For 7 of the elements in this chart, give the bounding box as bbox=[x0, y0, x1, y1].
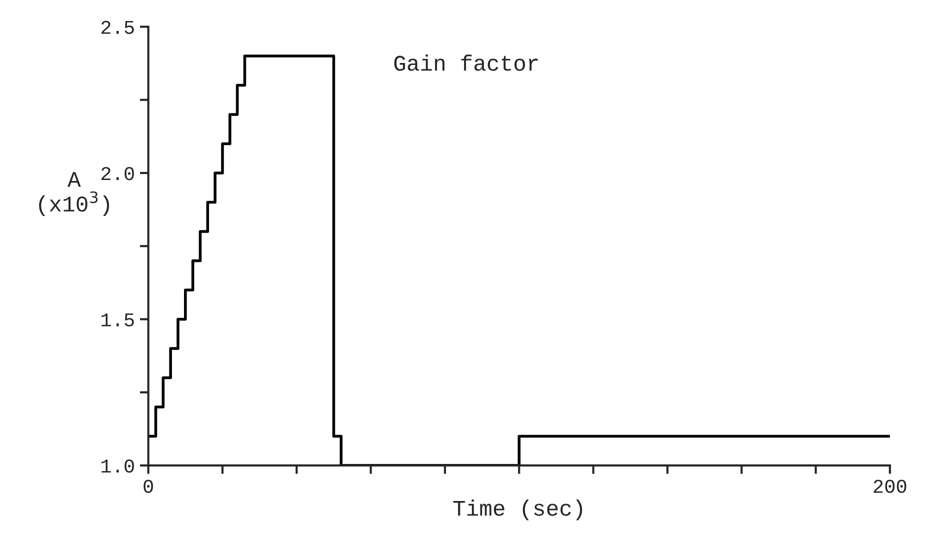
annotation: Gain factor bbox=[394, 54, 538, 71]
y-tick-label: 1.0 bbox=[102, 459, 134, 473]
y-tick-label: 2.5 bbox=[101, 20, 134, 34]
x-axis-title: Time (sec) bbox=[453, 500, 582, 520]
x-tick-label: 0 bbox=[144, 480, 153, 493]
x-tick-label: 200 bbox=[874, 480, 906, 493]
y-tick-label: 1.5 bbox=[102, 313, 134, 326]
